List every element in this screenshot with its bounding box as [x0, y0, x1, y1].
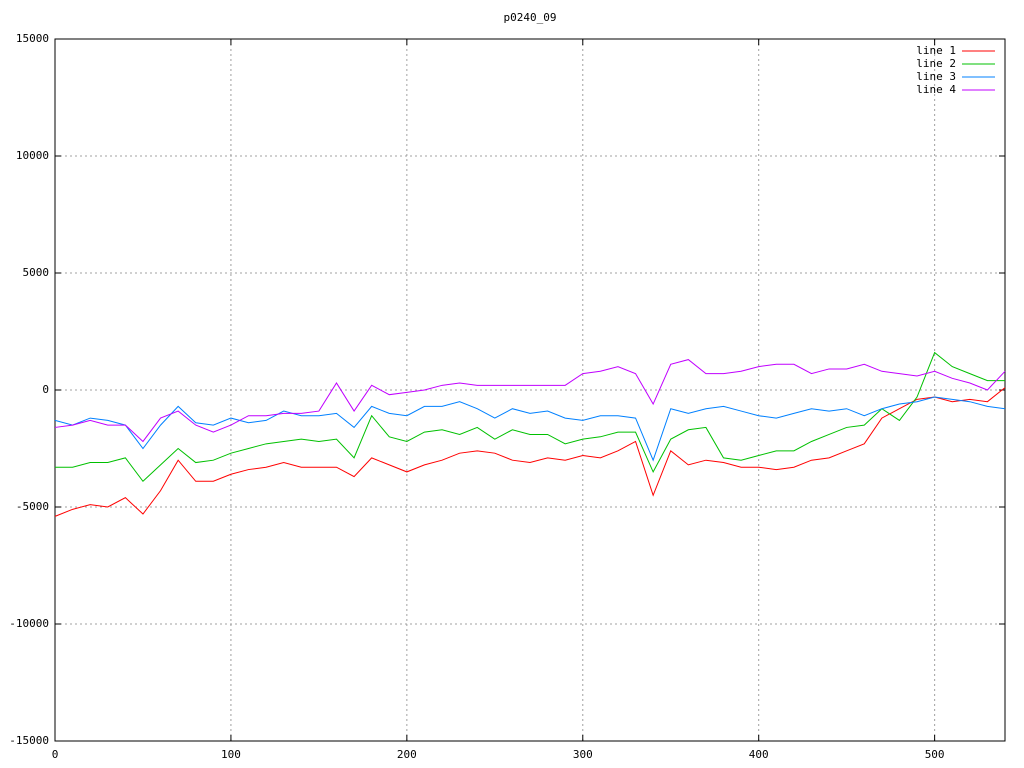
x-tick-label: 0: [52, 748, 59, 761]
y-tick-label: -5000: [16, 500, 49, 513]
x-tick-label: 100: [221, 748, 241, 761]
y-tick-label: 10000: [16, 149, 49, 162]
y-tick-label: 15000: [16, 32, 49, 45]
y-tick-label: 5000: [23, 266, 50, 279]
series-line: [54, 396, 1006, 462]
y-tick-label: 0: [42, 383, 49, 396]
y-tick-label: -15000: [9, 734, 49, 747]
x-tick-label: 200: [397, 748, 417, 761]
series-line: [54, 387, 1006, 517]
x-tick-label: 500: [925, 748, 945, 761]
series-line: [55, 351, 1005, 483]
x-tick-label: 400: [749, 748, 769, 761]
chart-title: p0240_09: [504, 11, 557, 24]
legend-label: line 2: [916, 57, 956, 70]
plot-frame: [54, 38, 1006, 742]
series-line: [54, 359, 1006, 443]
legend-label: line 4: [916, 83, 956, 96]
y-tick-label: -10000: [9, 617, 49, 630]
legend-label: line 3: [916, 70, 956, 83]
legend-label: line 1: [916, 44, 956, 57]
x-tick-label: 300: [573, 748, 593, 761]
